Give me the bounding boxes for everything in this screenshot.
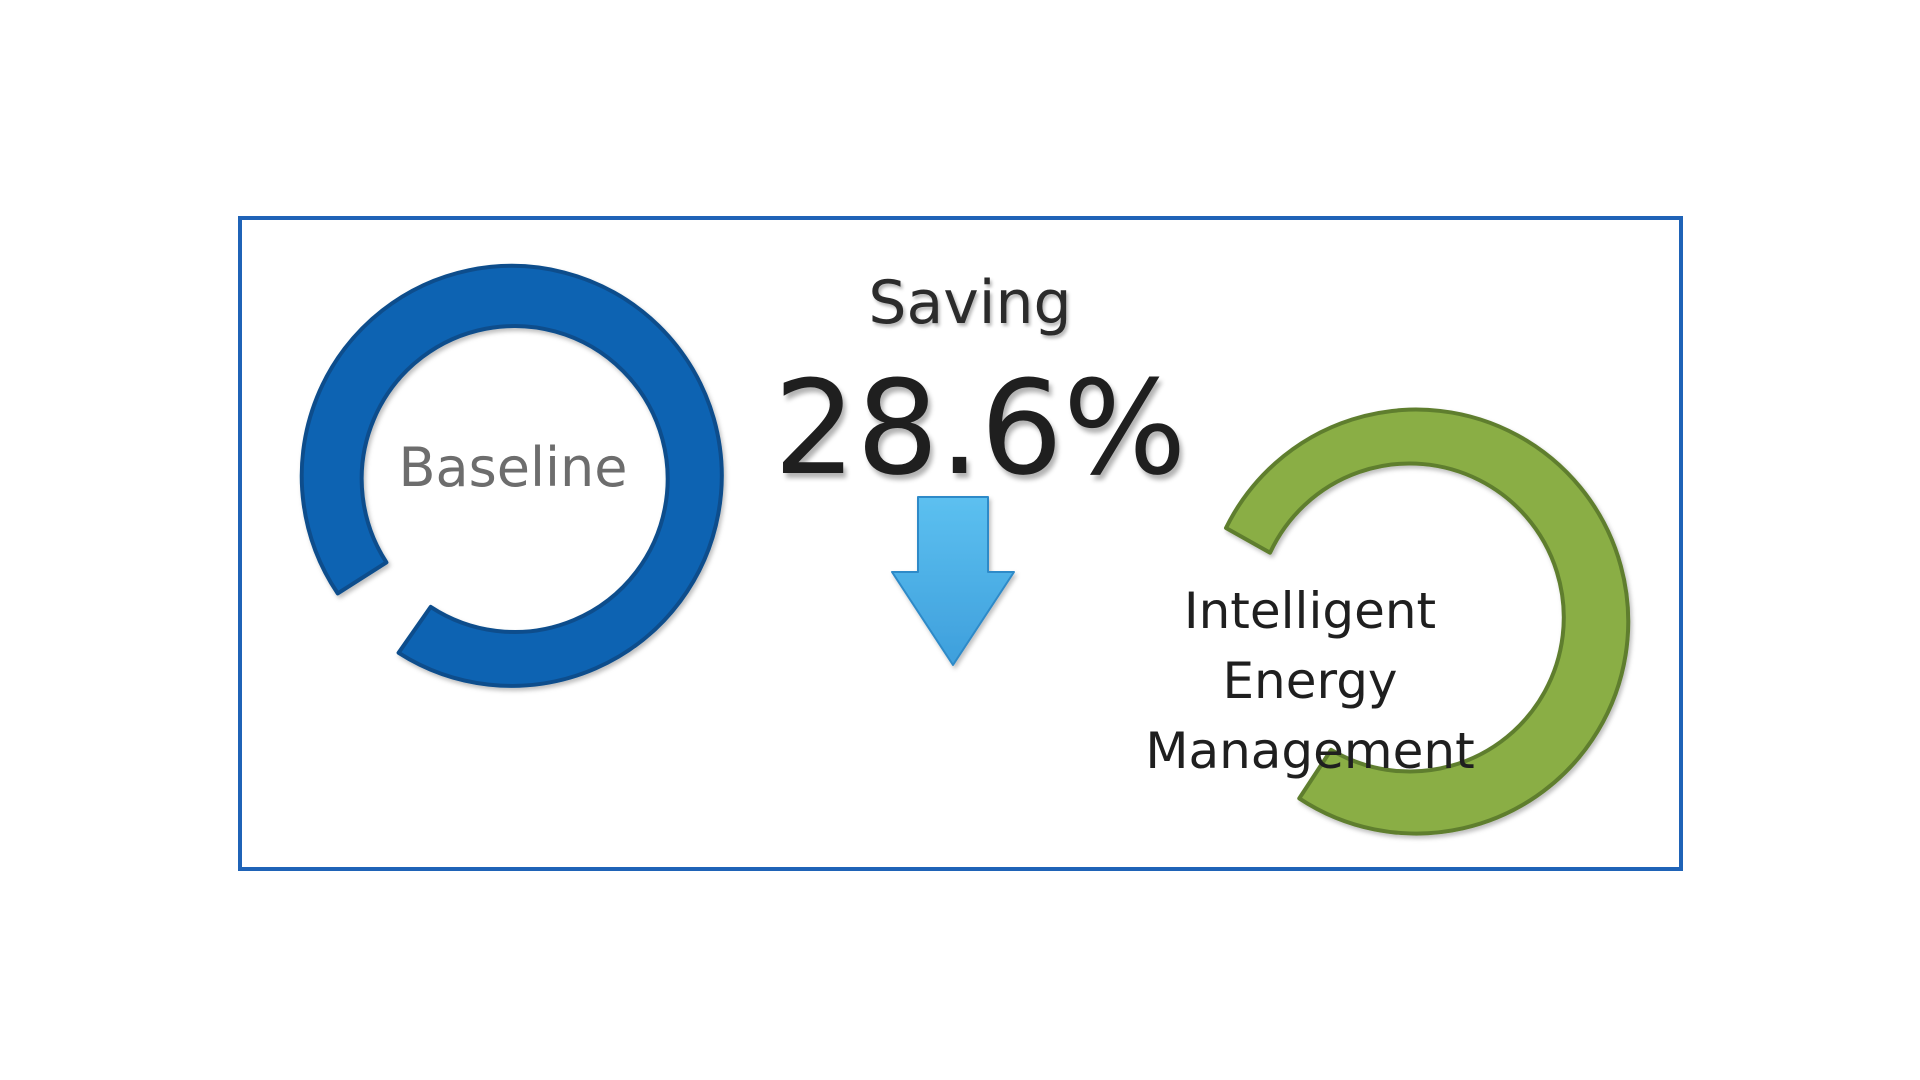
baseline-ring (299, 263, 724, 688)
content-frame (238, 216, 1683, 871)
iem-label: Intelligent Energy Management (1030, 576, 1590, 786)
saving-percentage: 28.6% (773, 352, 1187, 504)
iem-label-text: Intelligent Energy Management (1145, 582, 1475, 780)
iem-ring (1224, 407, 1631, 836)
down-arrow-icon (891, 496, 1015, 666)
saving-title: Saving (868, 268, 1072, 338)
baseline-label: Baseline (398, 436, 628, 499)
